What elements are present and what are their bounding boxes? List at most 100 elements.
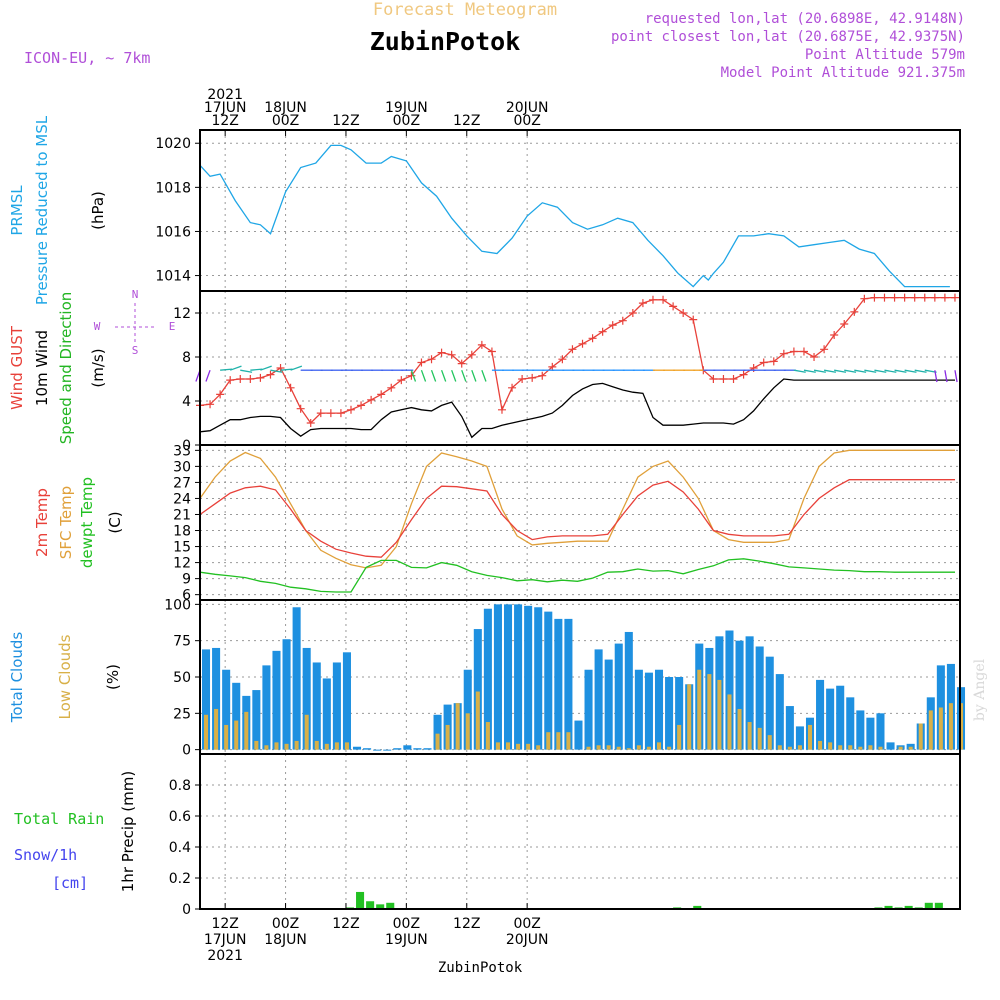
low-cloud-bar xyxy=(757,727,762,750)
top-time-label: 12Z xyxy=(332,113,359,129)
top-time-label: 00Z xyxy=(272,113,299,129)
total-cloud-bar xyxy=(393,748,402,750)
total-cloud-bar xyxy=(846,697,855,750)
low-cloud-bar xyxy=(818,740,823,750)
wind-direction-arrow xyxy=(270,369,283,373)
low-cloud-bar xyxy=(656,742,662,750)
gust-marker xyxy=(336,409,345,418)
wind-direction-arrow xyxy=(803,369,816,373)
total-cloud-bar xyxy=(423,748,432,750)
grid xyxy=(200,130,960,910)
precip-bar xyxy=(386,902,395,909)
low-cloud-bar xyxy=(556,732,561,750)
gust-marker xyxy=(568,345,577,354)
gust-marker xyxy=(830,331,839,339)
precip-bar xyxy=(376,904,385,909)
low-cloud-bar xyxy=(737,708,742,750)
ytick-label-precip: 0.2 xyxy=(169,871,191,887)
top-time-label: 00Z xyxy=(393,113,420,129)
gust-marker xyxy=(457,359,466,368)
total-cloud-bar xyxy=(644,672,653,750)
total-cloud-bar xyxy=(514,604,523,750)
wind-direction-arrow xyxy=(944,370,948,383)
gust-marker xyxy=(669,302,678,311)
low-cloud-bar xyxy=(475,691,480,750)
wind-axis-label: (m/s) xyxy=(89,348,107,387)
low-cloud-bar xyxy=(918,723,923,750)
ytick-label-clouds: 75 xyxy=(173,634,191,650)
gust-marker xyxy=(497,405,506,414)
ytick-label-clouds: 50 xyxy=(173,670,191,686)
low-cloud-bar xyxy=(908,746,913,750)
low-cloud-bar xyxy=(787,746,792,750)
ytick-label-temp: 21 xyxy=(173,507,191,523)
super-title: Forecast Meteogram xyxy=(373,0,557,20)
wind-direction-arrow xyxy=(793,369,806,373)
low-cloud-bar xyxy=(717,679,722,750)
temp-axis-label: dewpt Temp xyxy=(78,477,96,568)
gust-marker xyxy=(477,340,486,349)
top-time-label: 12Z xyxy=(453,113,480,129)
total-cloud-bar xyxy=(836,685,845,750)
total-cloud-bar xyxy=(212,647,221,750)
low-cloud-bar xyxy=(797,745,802,750)
low-cloud-bar xyxy=(938,707,943,750)
total-cloud-bar xyxy=(624,631,633,750)
precip-bar xyxy=(934,902,943,909)
wind-direction-arrow xyxy=(813,369,826,373)
low-cloud-bar xyxy=(204,714,209,750)
gust-marker xyxy=(226,376,235,385)
low-cloud-bar xyxy=(667,746,672,750)
wind-direction-arrow xyxy=(954,370,958,383)
low-cloud-bar xyxy=(606,745,611,750)
bottom-time-label: 12Z xyxy=(211,916,238,932)
wind-direction-arrow xyxy=(481,369,487,382)
low-cloud-bar xyxy=(485,722,490,750)
total-cloud-bar xyxy=(493,604,502,750)
total-cloud-bar xyxy=(272,650,281,750)
wind-direction-arrow xyxy=(904,369,917,373)
bottom-time-label: 00Z xyxy=(272,916,299,932)
total-cloud-bar xyxy=(765,656,774,750)
wind-direction-arrow xyxy=(290,365,303,371)
wind-direction-arrow xyxy=(451,369,457,382)
gust-marker xyxy=(558,355,567,364)
total-cloud-bar xyxy=(332,662,341,750)
ytick-label-precip: 0.4 xyxy=(169,840,191,856)
gust-marker xyxy=(950,293,959,302)
clouds-axis-label: Low Clouds xyxy=(56,634,74,719)
wind-direction-arrow xyxy=(420,369,427,382)
gust-marker xyxy=(467,350,476,359)
total-cloud-bar xyxy=(604,659,613,750)
total-cloud-bar xyxy=(654,669,664,750)
gust-marker xyxy=(296,404,305,413)
wind-axis-label: Wind GUST xyxy=(8,325,26,410)
gust-marker xyxy=(608,321,617,330)
low-cloud-bar xyxy=(566,732,571,750)
wind-direction-arrow xyxy=(823,369,837,373)
low-cloud-bar xyxy=(254,740,259,750)
top-time-label: 19JUN xyxy=(385,100,428,116)
panel-frame-temp xyxy=(199,444,961,601)
gust-marker xyxy=(447,350,456,359)
top-time-label: 2021 xyxy=(207,87,243,103)
total-cloud-bar xyxy=(373,749,382,751)
gust-marker xyxy=(689,315,698,324)
gust-marker xyxy=(628,309,637,317)
gust-marker xyxy=(306,419,315,427)
total-cloud-bar xyxy=(745,636,754,750)
gust-marker xyxy=(276,364,285,372)
pressure-line xyxy=(199,144,679,274)
sfc-temp-line xyxy=(199,449,955,569)
ytick-label-pressure: 1020 xyxy=(155,136,191,152)
gust-marker xyxy=(236,375,245,383)
low-cloud-bar xyxy=(495,742,500,750)
gust-marker xyxy=(779,349,788,358)
bottom-time-label: 18JUN xyxy=(264,932,307,948)
closest-coords: point closest lon,lat (20.6875E, 42.9375… xyxy=(611,29,965,45)
ytick-label-wind: 12 xyxy=(173,306,191,322)
ytick-label-wind: 8 xyxy=(182,350,191,366)
precip-bar xyxy=(366,901,375,909)
gust-marker xyxy=(286,383,295,392)
